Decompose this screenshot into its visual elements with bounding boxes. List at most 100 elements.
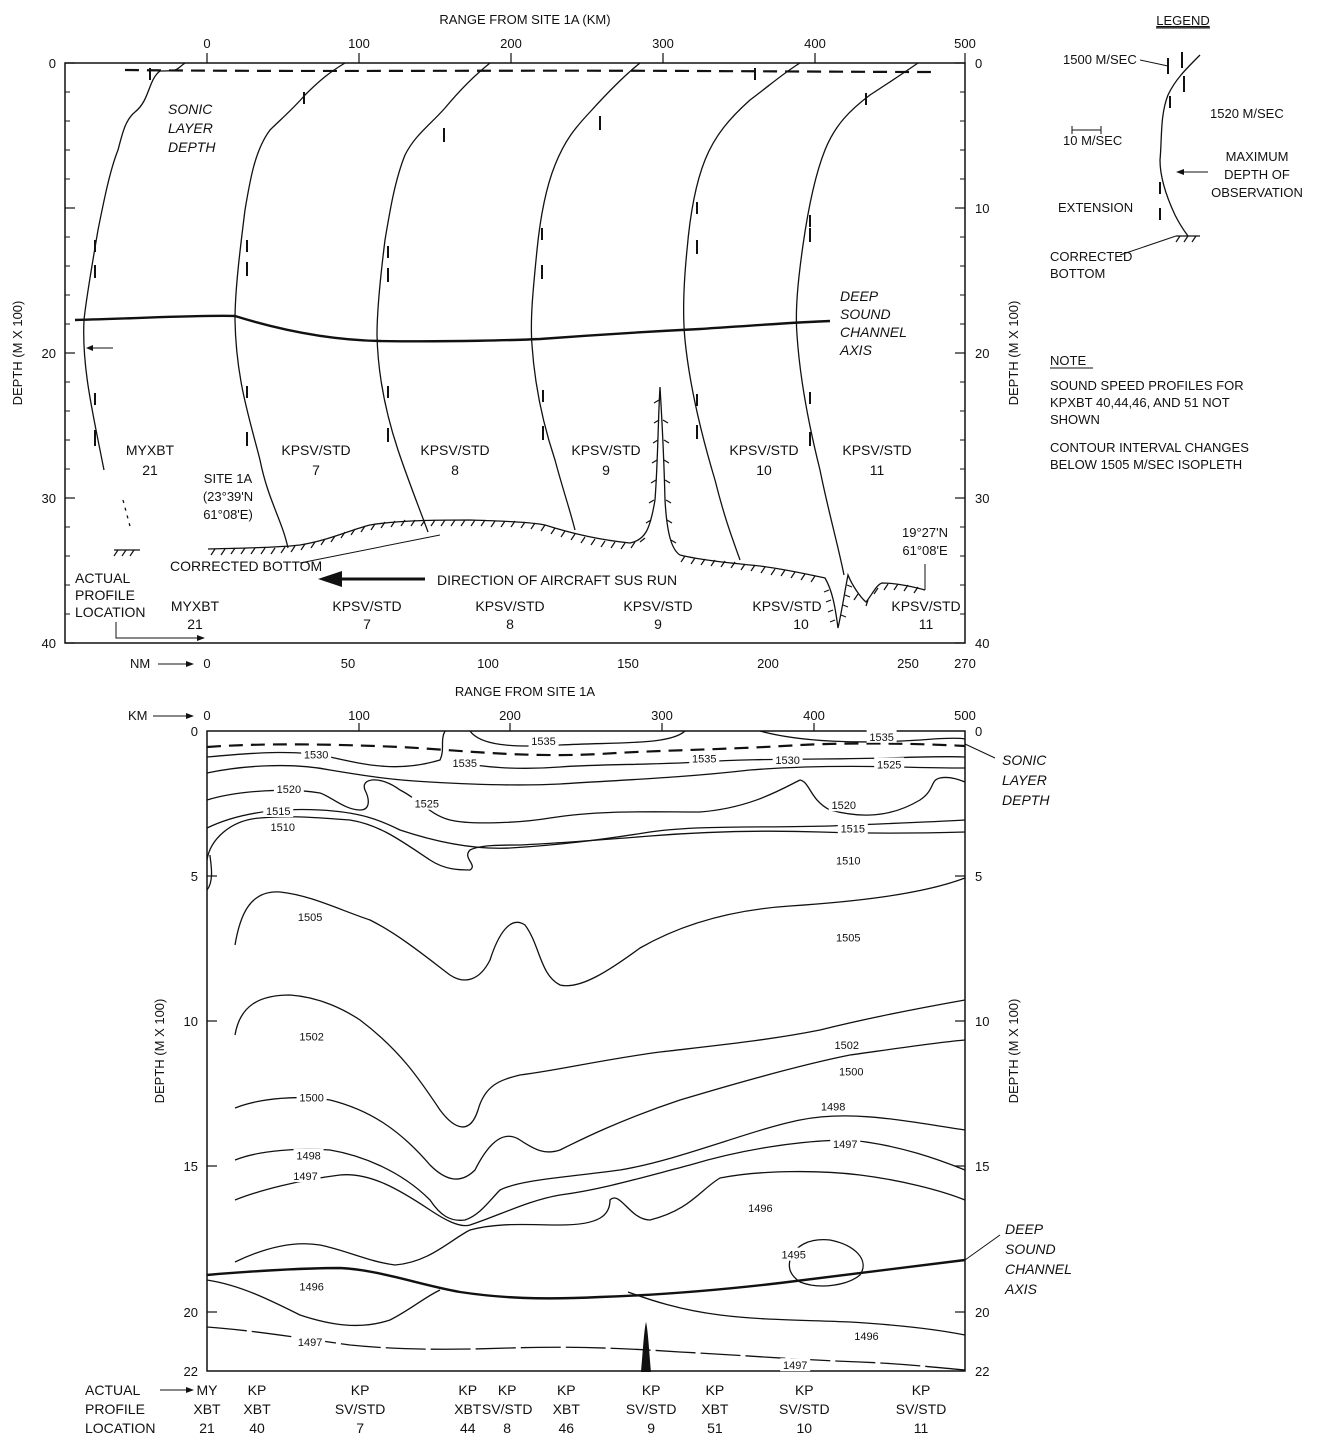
isopleth-label: 1525 — [415, 799, 439, 811]
top-sonic-layer-label: SONIC LAYER DEPTH — [168, 101, 216, 155]
station-label: MYXBT — [171, 598, 220, 614]
isopleth-label-bg — [296, 1090, 327, 1104]
isopleth-1495 — [788, 1239, 864, 1287]
corrected-bottom-pointer — [299, 534, 441, 564]
top-km-label: 400 — [804, 36, 826, 51]
max-depth-text: MAXIMUM — [1226, 149, 1289, 164]
station-label: 10 — [797, 1420, 813, 1436]
site-1a-text: (23°39'N — [203, 489, 253, 504]
station-label: 10 — [793, 616, 809, 632]
km-tick: 500 — [954, 708, 976, 723]
bottom-panel-axis-title: RANGE FROM SITE 1A — [455, 684, 595, 699]
station-label: KP — [498, 1382, 517, 1398]
station-label: KP — [795, 1382, 814, 1398]
top-depth-label: 40 — [42, 636, 56, 651]
profile-name: KPSV/STD — [571, 442, 640, 458]
station-label: KP — [351, 1382, 370, 1398]
top-depth-label: 20 — [42, 346, 56, 361]
top-y-axis-title-right: DEPTH (M X 100) — [1006, 301, 1021, 406]
bottom-depth-label: 0 — [191, 724, 198, 739]
isopleth-1535-b — [759, 730, 966, 743]
top-km-ticks: 0 100 200 300 400 500 — [203, 36, 976, 63]
station-label: 7 — [363, 616, 371, 632]
bottom-y-axis-title-left: DEPTH (M X 100) — [152, 999, 167, 1104]
top-km-label: 200 — [500, 36, 522, 51]
nm-tick: 200 — [757, 656, 779, 671]
bottom-depth-label-right: 0 — [975, 724, 982, 739]
isopleth-1502 — [234, 994, 966, 1128]
legend-bottom-hatch — [1175, 235, 1197, 243]
profile-name: 21 — [142, 462, 158, 478]
isopleth-1525-top — [206, 764, 966, 786]
profile-kpsv-std-11 — [795, 62, 919, 576]
top-depth-label-right: 0 — [975, 56, 982, 71]
isopleth-1515 — [206, 808, 966, 849]
bottom-depth-label: 5 — [191, 869, 198, 884]
nm-axis: NM 0 50 100 150 200 250 270 — [130, 656, 976, 671]
station-label: SV/STD — [626, 1401, 677, 1417]
isopleth-label-bg — [411, 796, 442, 810]
legend-1500-pointer — [1139, 59, 1169, 67]
station-label: 9 — [654, 616, 662, 632]
station-label: KPSV/STD — [623, 598, 692, 614]
isopleth-label-bg — [290, 1169, 321, 1183]
station-label: KP — [557, 1382, 576, 1398]
isopleth-label-bg — [296, 1029, 327, 1043]
isopleth-label-bg — [449, 756, 480, 769]
bottom-depth-label-right: 10 — [975, 1014, 989, 1029]
station-label: 51 — [707, 1420, 723, 1436]
isopleth-label: 1500 — [839, 1066, 863, 1078]
nm-tick: 50 — [341, 656, 355, 671]
top-depth-ticks: 0 20 30 40 0 10 20 30 40 — [42, 56, 990, 651]
top-deep-channel-label: DEEP SOUND CHANNEL AXIS — [839, 288, 907, 358]
isopleth-label-bg — [837, 821, 868, 835]
station-label: KP — [642, 1382, 661, 1398]
bottom-depth-label: 20 — [184, 1305, 198, 1320]
note-line: KPXBT 40,44,46, AND 51 NOT — [1050, 395, 1230, 410]
sonic-layer-text: DEPTH — [168, 139, 216, 155]
station-label: KPSV/STD — [752, 598, 821, 614]
top-depth-label-right: 10 — [975, 201, 989, 216]
profile-name: 9 — [602, 462, 610, 478]
nm-label: NM — [130, 656, 150, 671]
isopleth-label-bg — [833, 930, 864, 944]
legend: LEGEND 1500 M/SEC 1520 M/SEC 10 M/SEC MA… — [1050, 13, 1303, 281]
end-position-text: 61°08'E — [902, 543, 948, 558]
isopleth-label: 1505 — [298, 912, 322, 924]
isopleth-label-bg — [293, 1148, 324, 1162]
isopleth-label: 1497 — [783, 1360, 807, 1372]
small-arrowhead-top — [86, 345, 93, 351]
bottom-actual-profile-location: ACTUAL PROFILE LOCATION — [85, 1382, 156, 1436]
station-label: 8 — [503, 1420, 511, 1436]
isopleth-1505 — [234, 877, 966, 987]
bottom-depth-label-right: 22 — [975, 1364, 989, 1379]
bottom-sonic-pointer — [964, 743, 996, 759]
isopleth-label: 1530 — [775, 755, 799, 767]
bottom-apl-arrowhead — [186, 1387, 194, 1393]
km-tick: 400 — [803, 708, 825, 723]
station-label: XBT — [193, 1401, 221, 1417]
legend-title: LEGEND — [1156, 13, 1209, 28]
isopleth-1496-upper — [234, 1170, 966, 1266]
isopleth-label: 1535 — [531, 736, 555, 748]
profile-name: KPSV/STD — [281, 442, 350, 458]
top-panel: RANGE FROM SITE 1A (KM) 0 100 200 300 40… — [10, 12, 1021, 699]
station-label: 21 — [187, 616, 203, 632]
station-label: 11 — [919, 616, 934, 632]
isopleth-label: 1530 — [304, 749, 328, 761]
isopleth-label: 1535 — [869, 732, 893, 744]
nm-tick: 100 — [477, 656, 499, 671]
profile-name: KPSV/STD — [842, 442, 911, 458]
bottom-depth-label-right: 15 — [975, 1159, 989, 1174]
nm-tick: 250 — [897, 656, 919, 671]
station-label: 40 — [249, 1420, 265, 1436]
isopleth-label: 1520 — [831, 800, 855, 812]
station-label: KP — [458, 1382, 477, 1398]
isopleth-label: 1497 — [293, 1171, 317, 1183]
isopleth-1520-b — [799, 776, 966, 816]
isopleth-label: 1500 — [299, 1093, 323, 1105]
profile-kpsv-std-9 — [530, 62, 641, 531]
site-1a-label: SITE 1A (23°39'N 61°08'E) — [203, 471, 253, 522]
bottom-hatch-myxbt — [113, 549, 135, 557]
isopleth-label: 1505 — [836, 933, 860, 945]
